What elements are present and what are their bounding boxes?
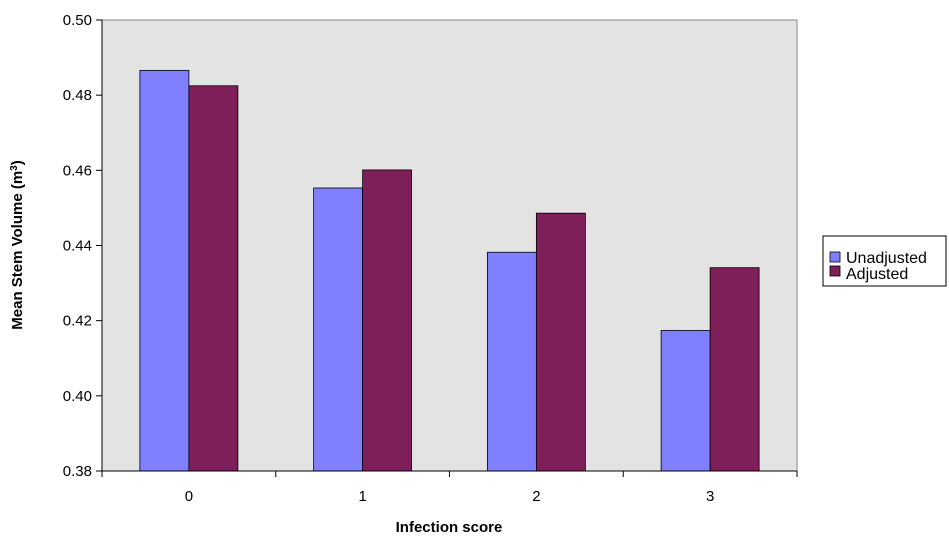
bar-adjusted-3	[709, 267, 760, 472]
x-tick-label: 3	[706, 488, 714, 505]
x-tick-label: 0	[185, 488, 193, 505]
bar-unadjusted-0	[139, 69, 190, 472]
bar-unadjusted-1	[313, 187, 364, 472]
y-tick-label: 0.48	[63, 87, 92, 104]
legend: Unadjusted Adjusted	[822, 235, 947, 287]
bar-adjusted-0	[188, 85, 239, 472]
legend-label-unadjusted: Unadjusted	[846, 250, 927, 267]
x-tick-label: 2	[532, 488, 540, 505]
y-ticks-group: 0.38 0.40 0.42 0.44 0.46 0.48 0.50	[63, 12, 102, 480]
bar-unadjusted-3	[660, 330, 711, 472]
legend-box	[822, 235, 947, 287]
legend-swatch-adjusted	[829, 265, 841, 277]
y-axis-title-suffix: )	[9, 160, 26, 165]
legend-label-adjusted: Adjusted	[846, 266, 908, 283]
legend-swatch-unadjusted	[829, 251, 841, 263]
x-tick-label: 1	[358, 488, 366, 505]
x-axis-title: Infection score	[396, 519, 503, 536]
bar-unadjusted-2	[486, 251, 537, 472]
y-tick-label: 0.38	[63, 463, 92, 480]
y-tick-label: 0.50	[63, 12, 92, 29]
y-axis-title-superscript: 3	[9, 165, 20, 171]
y-tick-label: 0.42	[63, 313, 92, 330]
y-axis-title: Mean Stem Volume (m3)	[9, 160, 27, 329]
y-tick-label: 0.40	[63, 388, 92, 405]
y-tick-label: 0.44	[63, 238, 92, 255]
bar-adjusted-2	[535, 212, 586, 472]
x-ticks-group: 0 1 2 3	[101, 471, 798, 505]
y-tick-label: 0.46	[63, 162, 92, 179]
y-axis-title-main: Mean Stem Volume (m	[9, 171, 26, 330]
bars-group	[139, 69, 760, 472]
bar-adjusted-1	[362, 169, 413, 472]
